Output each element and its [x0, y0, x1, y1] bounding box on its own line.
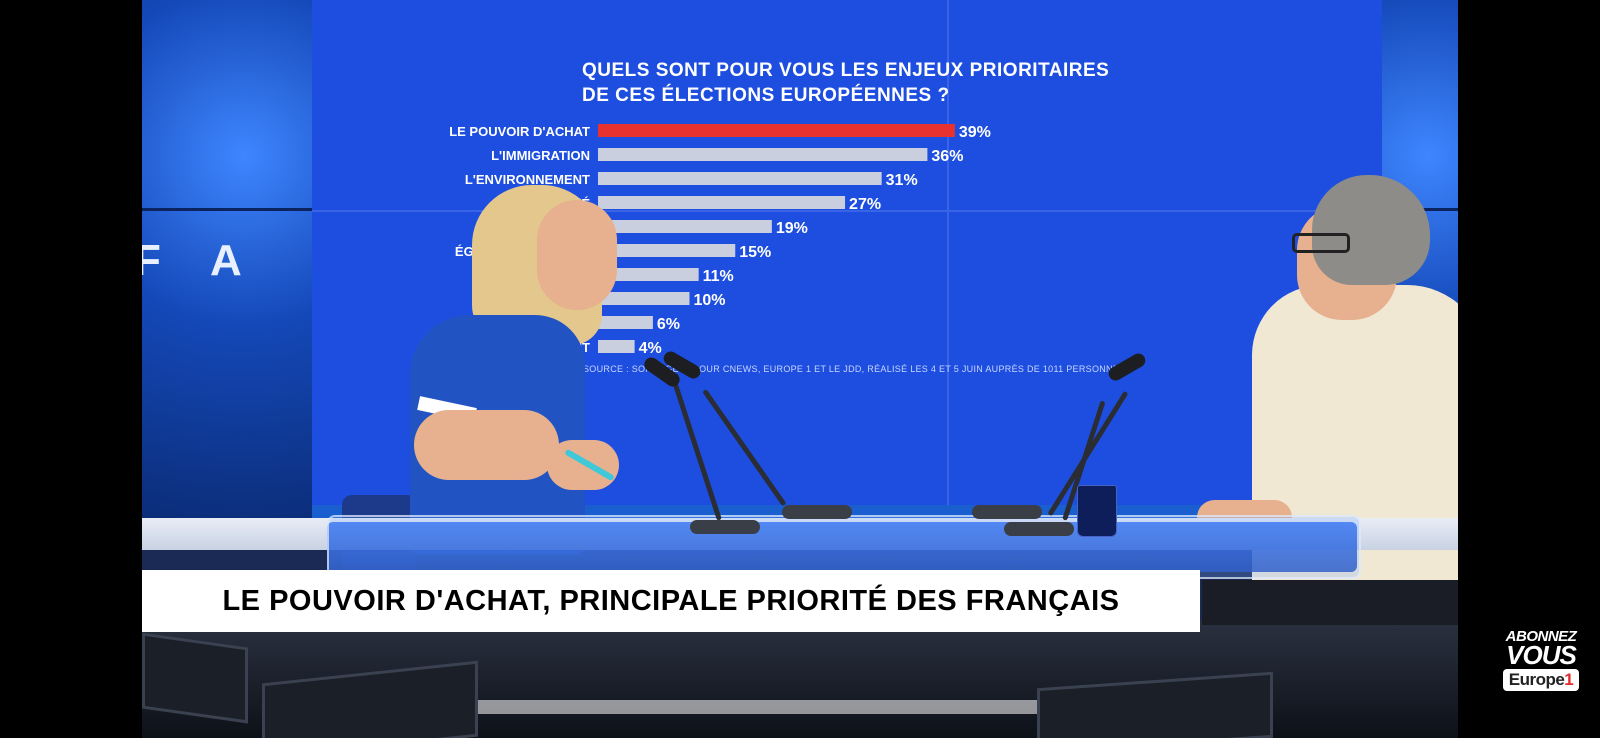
presenter-face — [537, 200, 617, 310]
studio-letter: F — [142, 236, 161, 285]
bar — [598, 196, 846, 209]
category-label: L'IMMIGRATION — [491, 148, 590, 163]
logo-line-1: ABONNEZ — [1505, 628, 1577, 645]
bar — [598, 148, 928, 161]
value-label: 6% — [657, 316, 680, 333]
microphone-base — [782, 505, 852, 519]
microphone-base — [690, 520, 760, 534]
category-label: LE POUVOIR D'ACHAT — [449, 124, 590, 139]
guest-hair — [1312, 175, 1430, 285]
microphone-base — [1004, 522, 1074, 536]
europe1-badge: Europe1 — [1502, 669, 1580, 691]
bar — [598, 244, 736, 257]
microphone-base — [972, 505, 1042, 519]
panel-divider — [142, 208, 312, 211]
value-label: 19% — [776, 220, 808, 237]
presenter-arm — [414, 410, 559, 480]
studio-letter: A — [210, 236, 242, 285]
screen-seam — [312, 210, 1382, 212]
value-label: 39% — [959, 124, 991, 141]
bar — [598, 220, 772, 233]
chart-source: SOURCE : SONDAGE ... POUR CNEWS, EUROPE … — [583, 364, 1126, 374]
logo-line-2: VOUS — [1506, 640, 1577, 670]
value-label: 10% — [694, 292, 726, 309]
category-label: L'ENVIRONNEMENT — [465, 172, 590, 187]
logo-brand-number: 1 — [1564, 670, 1574, 689]
value-label: 31% — [886, 172, 918, 189]
desk-glass — [327, 515, 1361, 579]
lower-third-banner — [142, 570, 1200, 632]
logo-brand: Europe — [1508, 670, 1565, 689]
value-label: 36% — [931, 148, 963, 165]
bar — [598, 268, 699, 281]
europe1-subscribe-logo[interactable]: ABONNEZ VOUS Europe1 — [1502, 628, 1580, 691]
video-frame: F A O QUELS SONT POUR VOUS LES ENJEUX PR… — [142, 0, 1458, 738]
value-label: 27% — [849, 196, 881, 213]
bar — [598, 172, 882, 185]
value-label: 11% — [703, 268, 734, 285]
chart-title-line-2: DE CES ÉLECTIONS EUROPÉENNES ? — [582, 85, 950, 106]
bar — [598, 316, 653, 329]
headline: LE POUVOIR D'ACHAT, PRINCIPALE PRIORITÉ … — [222, 585, 1120, 617]
cup — [1077, 485, 1117, 537]
bar — [598, 124, 955, 137]
bar — [598, 340, 635, 353]
desk — [327, 522, 1357, 572]
screen-seam — [947, 0, 949, 505]
chart-title: QUELS SONT POUR VOUS LES ENJEUX PRIORITA… — [582, 58, 1222, 108]
value-label: 15% — [739, 244, 771, 261]
studio-counter — [1202, 580, 1458, 625]
bar — [598, 292, 690, 305]
value-label: 4% — [639, 340, 662, 357]
studio-monitor — [142, 632, 248, 724]
chart-title-line-1: QUELS SONT POUR VOUS LES ENJEUX PRIORITA… — [582, 60, 1110, 81]
left-led-panel — [142, 0, 312, 520]
glasses — [1292, 233, 1350, 253]
